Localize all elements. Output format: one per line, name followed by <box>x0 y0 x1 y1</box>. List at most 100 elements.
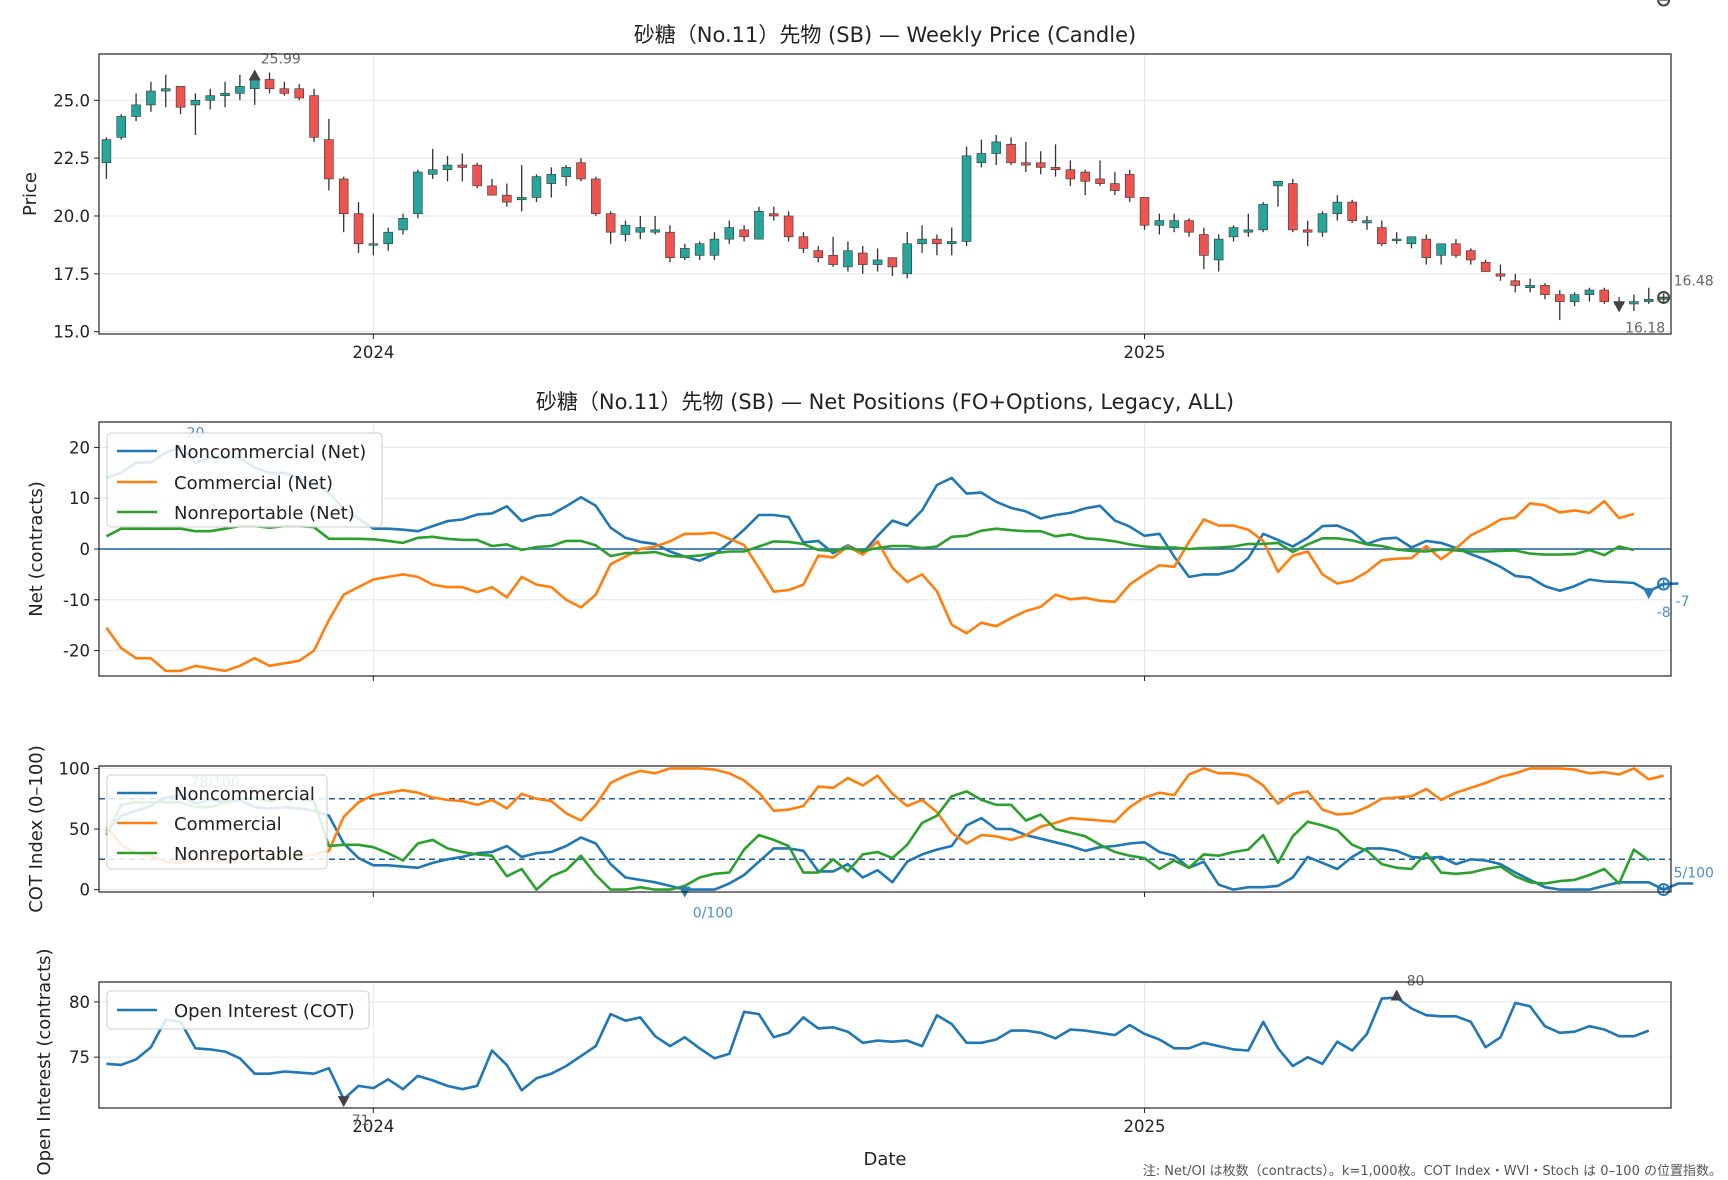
candle-body <box>353 213 364 245</box>
candle-body <box>1213 238 1224 261</box>
y-tick-label: 20 <box>69 438 90 457</box>
candle-body <box>1169 220 1179 228</box>
cot-legend: Noncommercial Commercial Nonreportable <box>106 774 328 870</box>
candle-body <box>1228 227 1239 238</box>
candle-body <box>1540 285 1550 295</box>
y-tick-label: 25.0 <box>53 91 90 110</box>
oi-series-line <box>106 996 1650 1101</box>
candle-body <box>694 243 705 256</box>
candle-body <box>131 104 141 117</box>
candle-body <box>1347 201 1357 221</box>
last-marker <box>1657 577 1671 591</box>
net-x-ticks <box>372 676 1146 681</box>
candle-body <box>502 194 512 203</box>
candle-body <box>739 229 749 238</box>
candle-body <box>1629 301 1639 305</box>
candle-body <box>1466 250 1476 261</box>
cot-min-label: 0/100 <box>693 906 733 922</box>
y-tick-label: 0 <box>80 540 91 559</box>
candle-body <box>754 211 764 240</box>
candle-body <box>383 231 393 245</box>
candle-body <box>413 171 423 214</box>
legend-open-interest: Open Interest (COT) <box>174 1001 355 1022</box>
y-tick-label: 15.0 <box>53 323 90 342</box>
max-marker <box>1390 989 1403 1001</box>
price-y-ticks: 15.0 17.5 20.0 22.5 25.0 <box>53 91 99 342</box>
candle-body <box>1139 197 1150 226</box>
candle-body <box>1288 183 1298 231</box>
oi-y-label: Open Interest (contracts) <box>34 948 55 1175</box>
candle-body <box>1006 143 1016 164</box>
cot-y-label: COT Index (0–100) <box>26 745 47 913</box>
y-tick-label: -10 <box>63 591 90 610</box>
candle-body <box>887 257 898 268</box>
candle-body <box>605 213 616 233</box>
candle-body <box>576 162 586 180</box>
candle-body <box>976 153 987 164</box>
oi-plot-frame <box>98 981 1672 1109</box>
candle-body <box>635 227 646 233</box>
oi-min-label: 71 <box>352 1113 370 1129</box>
candle-body <box>783 215 794 238</box>
series-line-1 <box>105 793 1694 891</box>
legend-commercial-net: Commercial (Net) <box>174 473 333 494</box>
series-line-2 <box>105 499 1635 673</box>
last-marker <box>1657 0 1671 7</box>
candle-body <box>1199 234 1209 256</box>
cot-plot-frame <box>98 765 1672 893</box>
series-line-3 <box>105 790 1650 891</box>
net-last-label: -7 <box>1676 594 1690 610</box>
candle-body <box>665 231 675 258</box>
price-x-ticks: 2024 2025 <box>352 334 1166 362</box>
net-legend: Noncommercial (Net) Commercial (Net) Non… <box>106 432 383 528</box>
candle-body <box>220 93 230 96</box>
legend-noncommercial: Noncommercial <box>174 784 315 805</box>
x-tick-label: 2025 <box>1124 1117 1166 1136</box>
net-min-label: -8 <box>1657 605 1671 621</box>
candle-body <box>1050 167 1061 171</box>
oi-last-label: 77 <box>1674 0 1692 4</box>
series-line-1 <box>106 996 1650 1101</box>
cot-y-ticks: 0 50 100 <box>59 759 99 900</box>
candle-body <box>546 174 557 184</box>
candle-body <box>1021 162 1031 166</box>
candle-body <box>858 252 868 265</box>
candle-body <box>724 227 735 240</box>
candle-body <box>368 243 379 246</box>
y-tick-label: 20.0 <box>53 207 90 226</box>
cot-grid <box>99 766 1671 892</box>
candle-body <box>1302 229 1313 233</box>
legend-noncommercial-net: Noncommercial (Net) <box>174 442 366 463</box>
candle-body <box>932 238 942 245</box>
price-max-label: 25.99 <box>261 51 301 67</box>
cot-last-label: 5/100 <box>1674 866 1714 882</box>
candle-body <box>1421 238 1432 258</box>
price-panel-title: 砂糖（No.11）先物 (SB) — Weekly Price (Candle) <box>634 23 1136 47</box>
x-tick-label: 2024 <box>352 1117 394 1136</box>
candle-body <box>902 243 912 275</box>
candle-body <box>487 185 497 196</box>
y-tick-label: 80 <box>69 993 90 1012</box>
last-marker <box>1657 290 1671 304</box>
candle-body <box>1377 227 1387 245</box>
candle-body <box>591 178 601 214</box>
net-y-ticks: -20 -10 0 10 20 <box>63 438 99 661</box>
price-grid <box>99 54 1671 334</box>
cot-x-ticks <box>372 892 1146 897</box>
price-candles <box>101 72 1669 321</box>
candle-body <box>769 213 779 217</box>
candle-body <box>309 95 319 138</box>
candle-body <box>1599 289 1610 302</box>
candle-body <box>101 139 112 164</box>
candle-body <box>324 139 334 180</box>
max-marker <box>248 69 261 81</box>
candle-body <box>516 197 527 201</box>
net-y-label: Net (contracts) <box>26 481 47 617</box>
candle-body <box>338 178 349 214</box>
oi-legend: Open Interest (COT) <box>106 990 370 1030</box>
candle-body <box>843 250 853 268</box>
candle-body <box>1317 213 1328 233</box>
candle-body <box>294 88 304 99</box>
candle-body <box>1451 243 1461 256</box>
